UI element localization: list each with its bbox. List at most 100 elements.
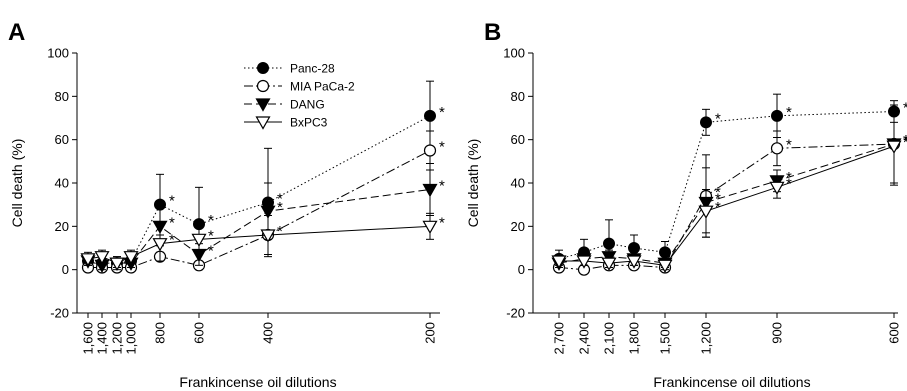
data-point [886, 140, 902, 154]
data-point [109, 257, 125, 271]
significance-star: * [277, 199, 283, 216]
legend-marker [255, 116, 271, 130]
x-tick-label: 600 [192, 322, 207, 344]
y-tick-label: -20 [506, 306, 525, 321]
series-line [558, 111, 895, 260]
data-point [770, 142, 784, 155]
data-point [769, 181, 785, 196]
data-point [123, 251, 139, 265]
data-point [191, 233, 207, 248]
legend-marker [257, 62, 269, 74]
data-point [260, 229, 276, 243]
x-tick-label: 1,800 [627, 322, 642, 355]
significance-star: * [439, 104, 445, 121]
series-mia-paca-2: *** [552, 104, 907, 276]
x-tick-label: 800 [153, 322, 168, 344]
x-tick-label: 1,500 [658, 322, 673, 355]
y-tick-label: 40 [55, 176, 69, 191]
legend-label: DANG [290, 98, 325, 112]
data-point [152, 238, 168, 252]
significance-star: * [715, 191, 721, 208]
y-tick-label: -20 [50, 306, 69, 321]
significance-star: * [208, 212, 214, 229]
data-point [603, 237, 615, 250]
series-line [87, 225, 431, 264]
data-point [551, 255, 567, 269]
x-axis-title: Frankincense oil dilutions [179, 374, 336, 390]
series-panc-28: *** [553, 93, 907, 268]
series-bxpc3: * * ** [80, 212, 445, 271]
significance-star: * [786, 136, 792, 153]
data-point [601, 257, 617, 271]
x-tick-label: 900 [770, 322, 785, 344]
legend-marker [255, 98, 271, 112]
significance-star: * [715, 199, 721, 216]
y-tick-label: 40 [511, 176, 525, 191]
data-point [576, 255, 592, 269]
significance-star: * [208, 243, 214, 260]
x-tick-label: 1,200 [699, 322, 714, 355]
data-point [422, 183, 438, 198]
x-tick-label: 2,100 [602, 322, 617, 355]
significance-star: * [439, 139, 445, 156]
x-tick-label: 400 [261, 322, 276, 344]
significance-star: * [277, 191, 283, 208]
x-tick-label: 1,600 [81, 322, 96, 355]
panel-letter: A [8, 19, 25, 46]
y-tick-label: 80 [511, 89, 525, 104]
significance-star: * [715, 184, 721, 201]
significance-star: * [903, 134, 907, 151]
y-tick-label: 20 [55, 219, 69, 234]
significance-star: * [439, 178, 445, 195]
x-axis-title: Frankincense oil dilutions [653, 374, 810, 390]
x-tick-label: 1,200 [110, 322, 125, 355]
data-point [601, 251, 617, 265]
data-point [771, 109, 783, 122]
y-tick-label: 80 [55, 89, 69, 104]
series-bxpc3: *** [551, 106, 907, 274]
data-point [698, 205, 714, 219]
x-tick-label: 1,000 [124, 322, 139, 355]
data-point [260, 205, 276, 219]
x-tick-label: 1,400 [95, 322, 110, 355]
data-point [626, 255, 642, 269]
significance-star: * [903, 132, 907, 149]
y-tick-label: 60 [55, 132, 69, 147]
y-tick-label: 60 [511, 132, 525, 147]
data-point [700, 116, 712, 129]
x-tick-label: 2,700 [552, 322, 567, 355]
significance-star: * [903, 100, 907, 117]
significance-star: * [439, 214, 445, 231]
series-line [87, 115, 431, 264]
series-line [87, 189, 431, 266]
legend: Panc-28 MIA PaCa-2 DANG BxPC3 [244, 62, 355, 130]
y-tick-label: 0 [62, 262, 69, 277]
y-tick-label: 100 [47, 46, 69, 61]
x-tick-label: 600 [887, 322, 902, 344]
legend-label: Panc-28 [290, 62, 335, 76]
y-axis-title: Cell death (%) [9, 139, 25, 228]
significance-star: * [208, 227, 214, 244]
legend-marker [256, 79, 270, 93]
significance-star: * [715, 110, 721, 127]
data-point [80, 253, 96, 267]
panel-letter: B [484, 19, 501, 46]
y-tick-label: 0 [518, 262, 525, 277]
y-axis-title: Cell death (%) [465, 139, 481, 228]
x-tick-label: 200 [423, 322, 438, 344]
significance-star: * [903, 132, 907, 149]
significance-star: * [786, 175, 792, 192]
data-point [94, 251, 110, 265]
significance-star: * [169, 214, 175, 231]
legend-label: BxPC3 [290, 116, 328, 130]
significance-star: * [169, 232, 175, 249]
y-tick-label: 100 [503, 46, 525, 61]
y-tick-label: 20 [511, 219, 525, 234]
series-line [88, 150, 431, 268]
legend-label: MIA PaCa-2 [290, 80, 355, 94]
x-tick-label: 2,400 [577, 322, 592, 355]
data-point [424, 109, 436, 122]
